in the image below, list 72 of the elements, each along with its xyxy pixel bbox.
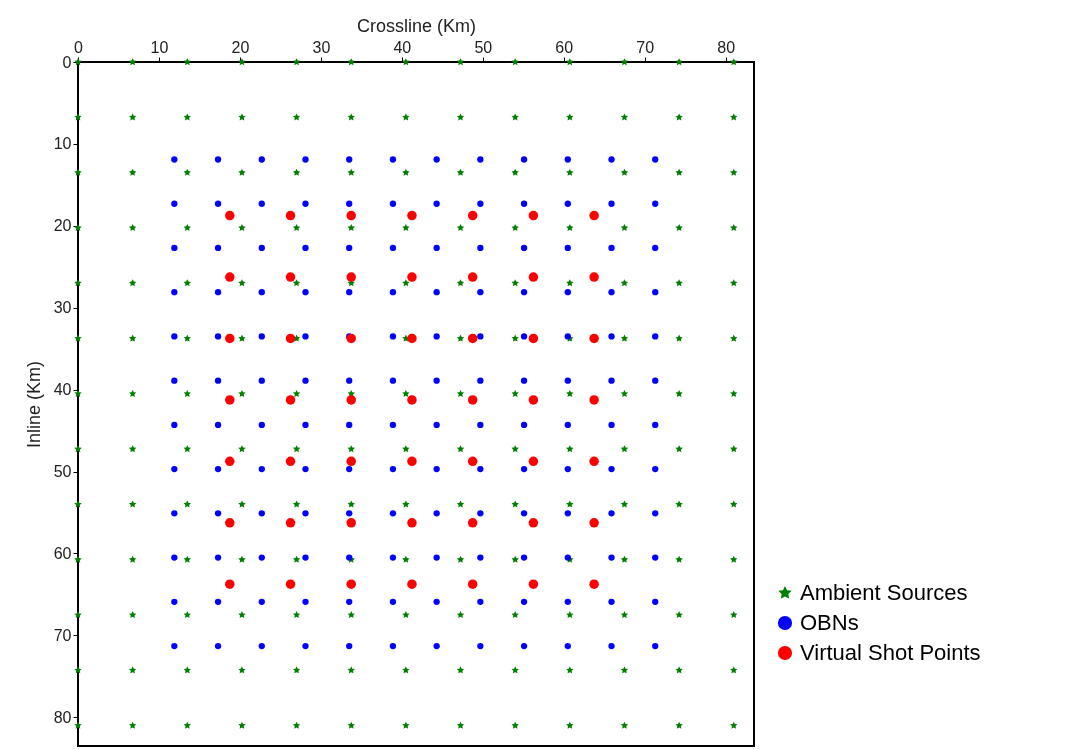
point	[528, 272, 539, 282]
y-tick-label: 50	[53, 463, 72, 481]
point	[225, 333, 235, 344]
point	[285, 210, 296, 221]
point	[346, 272, 356, 282]
x-tick-label: 10	[150, 38, 169, 56]
point	[467, 579, 478, 589]
x-tick-label: 70	[636, 38, 655, 56]
y-tick-label: 80	[53, 708, 72, 726]
y-tick-label: 60	[53, 545, 72, 562]
point	[467, 395, 478, 405]
point	[528, 518, 539, 528]
point	[589, 272, 599, 282]
y-tick-label: 10	[53, 135, 72, 153]
point	[285, 272, 296, 282]
legend-label: Virtual Shot Points	[800, 640, 981, 665]
point	[407, 518, 417, 528]
y-tick-label: 20	[53, 217, 72, 235]
point	[225, 272, 235, 282]
point	[346, 210, 356, 221]
point	[467, 333, 478, 344]
point	[589, 395, 599, 405]
point	[589, 333, 599, 344]
point	[407, 333, 417, 344]
point	[528, 210, 539, 221]
y-tick-label: 0	[62, 53, 72, 71]
point	[407, 210, 417, 221]
y-tick-label: 70	[53, 626, 72, 644]
point	[589, 210, 599, 221]
point	[346, 456, 356, 467]
legend-label: Ambient Sources	[800, 580, 968, 605]
point	[407, 395, 417, 405]
x-tick-label: 30	[312, 38, 331, 56]
point	[346, 395, 356, 405]
x-tick-label: 0	[74, 38, 84, 56]
point	[285, 518, 296, 528]
y-tick-label: 40	[53, 381, 72, 399]
point	[225, 395, 235, 405]
point	[407, 579, 417, 589]
point	[467, 210, 478, 221]
x-tick-label: 50	[474, 38, 493, 56]
point	[346, 333, 356, 344]
point	[225, 210, 235, 221]
point	[528, 579, 539, 589]
x-tick-label: 40	[393, 38, 412, 56]
x-tick-label: 20	[231, 38, 250, 56]
point	[285, 333, 296, 344]
x-tick-label: 80	[717, 38, 736, 56]
point	[225, 518, 235, 528]
point	[285, 395, 296, 405]
point	[407, 456, 417, 467]
point	[528, 456, 539, 467]
point	[285, 456, 296, 467]
legend-label: OBNs	[800, 610, 859, 635]
point	[589, 456, 599, 467]
point	[285, 579, 296, 589]
point	[467, 272, 478, 282]
point	[589, 518, 599, 528]
point	[225, 579, 235, 589]
point	[407, 272, 417, 282]
point	[467, 518, 478, 528]
point	[528, 333, 539, 344]
point	[589, 579, 599, 589]
x-tick-label: 60	[555, 38, 574, 56]
point	[346, 518, 356, 528]
x-axis-title: Crossline (Km)	[356, 15, 477, 36]
point	[528, 395, 539, 405]
point	[346, 579, 356, 589]
y-tick-label: 30	[53, 299, 72, 317]
point	[467, 456, 478, 467]
point	[225, 456, 235, 467]
y-axis-title: Inline (Km)	[23, 360, 44, 449]
